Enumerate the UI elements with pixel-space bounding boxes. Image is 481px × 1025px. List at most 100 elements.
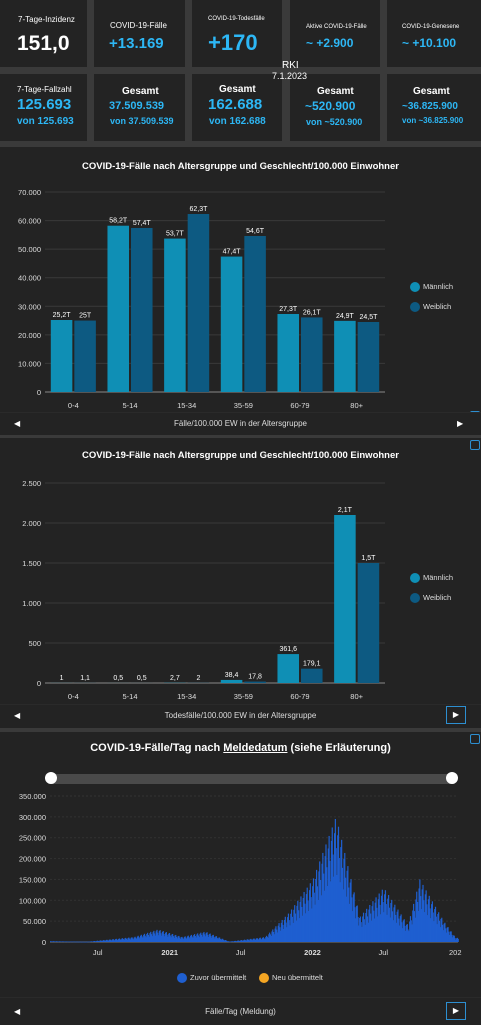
data-label: 361,6	[279, 646, 297, 653]
x-tick-label: Jul	[378, 948, 388, 957]
chart-panel-faelle: COVID-19-Fälle nach Altersgruppe und Ges…	[0, 147, 481, 434]
legend-label: Männlich	[423, 282, 453, 291]
data-label: 179,1	[303, 661, 321, 668]
y-tick-label: 70.000	[18, 188, 41, 197]
legend-dot-weiblich	[410, 302, 420, 312]
bar-weiblich	[301, 669, 323, 683]
tile-gesamt-genesene[interactable]: Gesamt ~36.825.900 von ~36.825.900	[387, 74, 481, 141]
tile-todesfaelle[interactable]: COVID-19-Todesfälle +170	[192, 0, 282, 67]
x-tick-label: 60-79	[290, 401, 309, 410]
chart-footer-bar: ◀ Todesfälle/100.000 EW in der Altersgru…	[0, 704, 481, 727]
tile-value: ~ +10.100	[402, 36, 456, 50]
next-arrow-icon[interactable]: ▶	[457, 419, 463, 428]
x-tick-label: 35-59	[234, 401, 253, 410]
tile-gesamt-faelle[interactable]: Gesamt 37.509.539 von 37.509.539	[94, 74, 185, 141]
data-label: 1,5T	[361, 555, 376, 562]
legend-label: Neu übermittelt	[272, 973, 323, 982]
y-tick-label: 350.000	[19, 792, 46, 801]
legend-zuvor: Zuvor übermittelt	[177, 973, 246, 983]
legend-label: Weiblich	[423, 302, 451, 311]
y-tick-label: 150.000	[19, 875, 46, 884]
x-tick-label: 5-14	[122, 692, 137, 701]
expand-icon[interactable]	[470, 440, 480, 450]
bar-maennlich	[334, 515, 356, 683]
tile-aktive[interactable]: Aktive COVID-19-Fälle ~ +2.900	[290, 0, 380, 67]
bar-weiblich	[358, 563, 380, 683]
rki-date-label: 7.1.2023	[272, 71, 307, 81]
data-label: 1	[60, 675, 64, 682]
x-tick-label: 15-34	[177, 692, 196, 701]
tile-genesene[interactable]: COVID-19-Genesene ~ +10.100	[387, 0, 481, 67]
y-tick-label: 40.000	[18, 274, 41, 283]
y-tick-label: 250.000	[19, 834, 46, 843]
data-label: 25,2T	[53, 312, 72, 319]
chart-title-text: COVID-19-Fälle/Tag nach	[90, 742, 223, 754]
next-arrow-icon[interactable]: ▶	[446, 706, 466, 724]
y-tick-label: 0	[42, 938, 46, 947]
bar-weiblich	[131, 228, 153, 392]
tile-value: 162.688	[208, 96, 262, 113]
bar-chart-faelle: 010.00020.00030.00040.00050.00060.00070.…	[0, 167, 481, 427]
tile-sub: von 37.509.539	[110, 116, 174, 126]
bar-weiblich	[188, 214, 210, 392]
data-label: 26,1T	[303, 309, 322, 316]
tile-gesamt-todesfaelle[interactable]: Gesamt 162.688 von 162.688	[192, 74, 282, 141]
next-arrow-icon[interactable]: ▶	[446, 1002, 466, 1020]
tile-value: 125.693	[17, 96, 71, 113]
x-tick-label: Jul	[236, 948, 246, 957]
y-tick-label: 0	[37, 388, 41, 397]
data-label: 58,2T	[109, 218, 128, 225]
tile-value: ~520.900	[305, 99, 355, 113]
bar-maennlich	[221, 257, 243, 392]
x-axis-caption: Todesfälle/100.000 EW in der Altersgrupp…	[0, 711, 481, 720]
data-label: 25T	[79, 313, 92, 320]
bar-weiblich	[244, 236, 266, 392]
tile-sub: von 162.688	[209, 116, 266, 127]
tile-value: 37.509.539	[109, 100, 164, 112]
tile-label: 7-Tage-Inzidenz	[18, 15, 75, 24]
bar-maennlich	[277, 654, 299, 683]
bar-maennlich	[277, 314, 299, 392]
tile-label: 7-Tage-Fallzahl	[17, 85, 72, 94]
y-tick-label: 500	[28, 639, 41, 648]
tile-sub: von ~36.825.900	[402, 116, 463, 125]
tile-label: COVID-19-Todesfälle	[208, 16, 265, 22]
tile-inzidenz[interactable]: 7-Tage-Inzidenz 151,0	[0, 0, 87, 67]
x-axis-caption: Fälle/100.000 EW in der Altersgruppe	[0, 419, 481, 428]
tile-label: COVID-19-Fälle	[110, 21, 167, 30]
legend-dot-zuvor	[177, 973, 187, 983]
y-tick-label: 2.000	[22, 519, 41, 528]
tile-faelle[interactable]: COVID-19-Fälle +13.169	[94, 0, 185, 67]
data-label: 38,4	[225, 672, 239, 679]
bar-maennlich	[221, 680, 243, 683]
bar-weiblich	[244, 682, 266, 683]
x-axis-caption: Fälle/Tag (Meldung)	[0, 1007, 481, 1016]
legend-label: Männlich	[423, 573, 453, 582]
legend-maennlich: Männlich	[410, 573, 453, 583]
tile-label: Gesamt	[317, 86, 354, 97]
expand-icon[interactable]	[470, 734, 480, 744]
tile-fallzahl[interactable]: 7-Tage-Fallzahl 125.693 von 125.693	[0, 74, 87, 141]
x-tick-label: 35-59	[234, 692, 253, 701]
x-tick-label: 15-34	[177, 401, 196, 410]
x-tick-label: 60-79	[290, 692, 309, 701]
tile-label: Gesamt	[413, 86, 450, 97]
x-tick-label: 2022	[304, 948, 321, 957]
legend-dot-neu	[259, 973, 269, 983]
meldedatum-link[interactable]: Meldedatum	[223, 742, 287, 754]
tile-sub: von 125.693	[17, 116, 74, 127]
rki-source-label: RKI	[282, 60, 299, 71]
tile-label: Aktive COVID-19-Fälle	[306, 24, 367, 30]
daily-bar	[458, 939, 459, 942]
y-tick-label: 10.000	[18, 359, 41, 368]
x-tick-label: 80+	[350, 692, 363, 701]
data-label: 2,1T	[338, 507, 353, 514]
chart-footer-bar: ◀ Fälle/100.000 EW in der Altersgruppe ▶	[0, 412, 481, 435]
y-tick-label: 1.000	[22, 599, 41, 608]
chart-title-text: (siehe Erläuterung)	[287, 742, 390, 754]
tile-gesamt-aktive[interactable]: Gesamt ~520.900 von ~520.900	[290, 74, 380, 141]
legend-dot-weiblich	[410, 593, 420, 603]
tile-label: Gesamt	[219, 84, 256, 95]
legend-maennlich: Männlich	[410, 282, 453, 292]
data-label: 0,5	[113, 675, 123, 682]
